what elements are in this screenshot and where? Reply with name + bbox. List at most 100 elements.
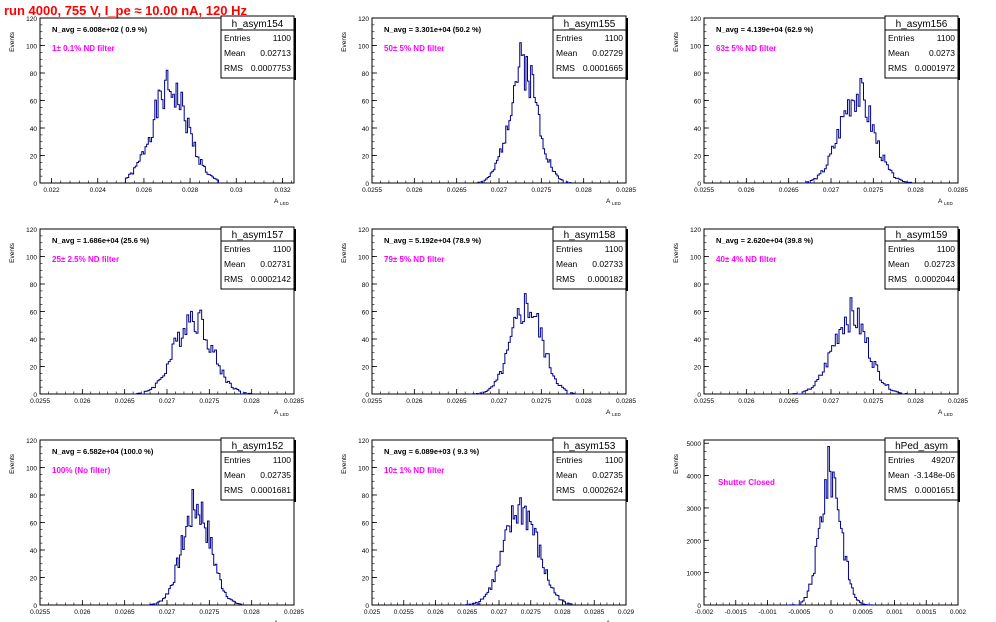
navg-label: N_avg = 6.582e+04 (100.0 %) [52, 447, 154, 456]
y-tick-label: 0 [365, 392, 369, 399]
stats-value: 0.0001972 [915, 63, 955, 73]
x-tick-label: 0.0285 [948, 398, 968, 405]
x-tick-label: 0.0285 [284, 398, 304, 405]
x-tick-label: 0.002 [950, 609, 967, 616]
filter-annotation: 79± 5% ND filter [384, 255, 444, 264]
y-tick-label: 80 [362, 71, 370, 78]
y-tick-label: 2000 [687, 538, 702, 545]
y-tick-label: 40 [30, 548, 38, 555]
x-tick-label: 0.027 [491, 187, 508, 194]
y-tick-label: 120 [358, 227, 369, 234]
histogram-pad: 0 20 40 60 80 100 120 0.0255 0.026 0.0265 0.027 0.0… [673, 226, 968, 417]
x-tick-label: 0.026 [738, 398, 755, 405]
y-tick-label: 80 [694, 282, 702, 289]
y-tick-label: 0 [697, 392, 701, 399]
x-tick-label: 0.027 [159, 398, 176, 405]
stats-key: RMS [888, 63, 907, 73]
y-tick-label: 120 [358, 16, 369, 23]
stats-key: Mean [556, 259, 578, 269]
y-tick-label: 80 [30, 282, 38, 289]
histogram-pad: 0 1000 2000 3000 4000 5000 -0.002 -0.0015 -0.001… [673, 437, 967, 616]
stats-box: h_asym154 Entries 1100 Mean 0.02713 RMS 0.0007… [220, 15, 296, 80]
x-tick-label: 0.027 [491, 609, 508, 616]
histogram-series [477, 42, 572, 184]
histogram-series [133, 309, 253, 395]
y-tick-label: 20 [694, 365, 702, 372]
x-tick-label: 0 [829, 609, 833, 616]
y-tick-label: 40 [362, 548, 370, 555]
stats-box-frame [220, 226, 295, 290]
x-tick-label: 0.0265 [115, 609, 135, 616]
y-tick-label: 40 [30, 126, 38, 133]
y-axis-title: Events [673, 31, 680, 52]
y-axis-title: Events [673, 453, 680, 474]
y-tick-label: 60 [30, 521, 38, 528]
x-tick-label: 0.026 [406, 398, 423, 405]
y-tick-label: 100 [358, 466, 369, 473]
histogram-pad: 0 20 40 60 80 100 120 0.0255 0.026 0.0265 0.027 0.0… [673, 15, 968, 206]
x-tick-label: 0.0265 [457, 609, 477, 616]
y-tick-label: 100 [358, 44, 369, 51]
x-axis-title: A [274, 409, 279, 416]
y-tick-label: 20 [362, 154, 370, 161]
stats-box-shadow [626, 440, 628, 502]
stats-box-shadow [294, 18, 296, 80]
x-tick-label: 0.0275 [863, 398, 883, 405]
x-tick-label: 0.0275 [521, 609, 541, 616]
stats-key: Mean [888, 259, 910, 269]
x-tick-label: 0.0255 [362, 187, 382, 194]
stats-box: h_asym157 Entries 1100 Mean 0.02731 RMS 0.0002… [220, 226, 296, 291]
filter-annotation: 63± 5% ND filter [716, 44, 776, 53]
y-tick-label: 60 [362, 99, 370, 106]
x-tick-label: 0.026 [427, 609, 444, 616]
x-axis-title-subscript: LED [944, 412, 954, 417]
stats-box: h_asym159 Entries 1100 Mean 0.02723 RMS 0.0002… [884, 226, 960, 291]
histogram-name: h_asym152 [232, 441, 284, 452]
stats-key: Entries [556, 33, 582, 43]
y-axis-title: Events [341, 31, 348, 52]
y-tick-label: 0 [33, 181, 37, 188]
y-tick-label: 100 [26, 44, 37, 51]
y-tick-label: 20 [30, 154, 38, 161]
histogram-pad: 0 20 40 60 80 100 120 0.0255 0.026 0.0265 0.027 0.0… [9, 437, 304, 622]
x-tick-label: -0.001 [758, 609, 777, 616]
y-tick-label: 120 [26, 227, 37, 234]
stats-value: 0.02731 [260, 259, 291, 269]
histogram-pad: 0 20 40 60 80 100 120 0.0255 0.026 0.0265 0.027 0.0… [9, 226, 304, 417]
stats-value: 0.0002624 [583, 485, 623, 495]
x-axis-title-subscript: LED [280, 201, 290, 206]
y-tick-label: 4000 [687, 474, 702, 481]
stats-value: 0.02735 [260, 470, 291, 480]
histogram-name: h_asym155 [564, 19, 616, 30]
y-tick-label: 20 [30, 365, 38, 372]
stats-value: 1100 [273, 455, 292, 465]
y-tick-label: 20 [362, 576, 370, 583]
y-axis-title: Events [341, 453, 348, 474]
histogram-name: h_asym153 [564, 441, 616, 452]
stats-key: Entries [224, 455, 250, 465]
stats-value: 1100 [937, 244, 956, 254]
stats-value: 0.02733 [592, 259, 623, 269]
x-tick-label: 0.025 [364, 609, 381, 616]
x-tick-label: 0.028 [244, 609, 261, 616]
x-tick-label: 0.027 [491, 398, 508, 405]
x-tick-label: 0.0015 [916, 609, 936, 616]
y-tick-label: 80 [30, 493, 38, 500]
y-tick-label: 120 [26, 438, 37, 445]
stats-value: -3.148e-06 [914, 470, 955, 480]
x-tick-label: 0.0285 [948, 187, 968, 194]
y-tick-label: 0 [697, 181, 701, 188]
x-tick-label: 0.0285 [616, 398, 636, 405]
stats-box-frame [884, 15, 959, 79]
y-tick-label: 0 [33, 392, 37, 399]
stats-box: h_asym152 Entries 1100 Mean 0.02735 RMS 0.0001… [220, 437, 296, 502]
y-tick-label: 40 [694, 337, 702, 344]
y-tick-label: 120 [690, 16, 701, 23]
y-tick-label: 60 [30, 99, 38, 106]
x-axis-title-subscript: LED [612, 412, 622, 417]
stats-key: Mean [556, 470, 578, 480]
y-axis-title: Events [673, 242, 680, 263]
y-axis-title: Events [9, 31, 16, 52]
stats-key: Entries [888, 455, 914, 465]
y-tick-label: 120 [690, 227, 701, 234]
